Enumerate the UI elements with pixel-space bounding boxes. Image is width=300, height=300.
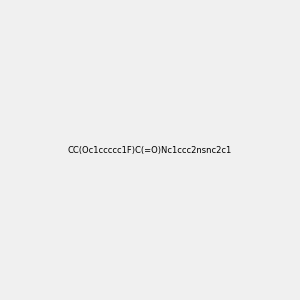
Text: CC(Oc1ccccc1F)C(=O)Nc1ccc2nsnc2c1: CC(Oc1ccccc1F)C(=O)Nc1ccc2nsnc2c1 xyxy=(68,146,232,154)
